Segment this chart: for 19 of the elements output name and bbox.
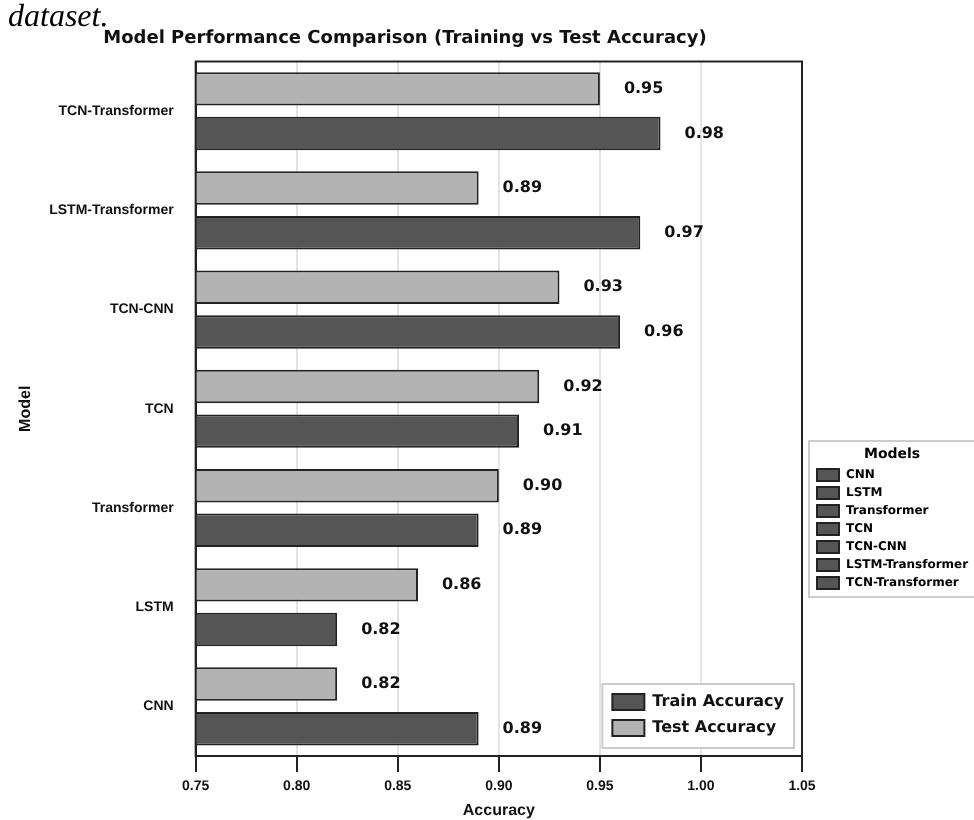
data-label: 0.82 — [361, 619, 401, 638]
data-label: 0.89 — [502, 718, 543, 737]
data-label: 0.89 — [502, 520, 543, 539]
chart-title: Model Performance Comparison (Training vs Test Accuracy) — [103, 29, 707, 50]
data-label: 0.98 — [684, 123, 725, 142]
data-label: 0.91 — [543, 421, 584, 440]
y-axis-title: Model — [16, 385, 35, 432]
legend-label: Test Accuracy — [652, 718, 778, 737]
data-label: 0.96 — [644, 322, 685, 341]
data-label: 0.95 — [623, 79, 665, 98]
data-label: 0.89 — [502, 178, 543, 197]
x-axis-title: Accuracy — [462, 800, 536, 819]
data-label: 0.82 — [361, 674, 401, 693]
data-label: 0.86 — [441, 575, 483, 594]
data-label: 0.93 — [583, 277, 623, 296]
data-label: 0.90 — [522, 475, 564, 494]
data-label: 0.92 — [563, 376, 603, 395]
data-label: 0.97 — [664, 222, 704, 241]
legend-label: Train Accuracy — [652, 692, 786, 711]
